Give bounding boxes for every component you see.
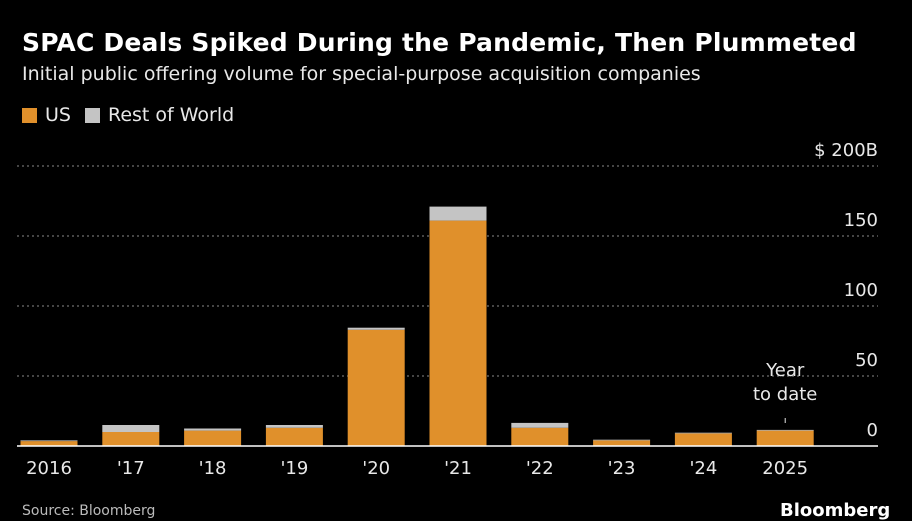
chart-subtitle: Initial public offering volume for speci… (22, 63, 701, 85)
x-tick-label: '17 (117, 458, 145, 479)
bar-us (347, 329, 405, 446)
y-tick-label: 0 (867, 420, 878, 441)
bar-rest-of-world (102, 425, 160, 432)
x-tick-label: '18 (199, 458, 227, 479)
x-tick-label: '24 (689, 458, 717, 479)
x-tick-label: '20 (362, 458, 390, 479)
bar-us (674, 433, 732, 446)
source-note: Source: Bloomberg (22, 503, 156, 519)
x-tick-label: '22 (526, 458, 554, 479)
bar-rest-of-world (756, 429, 814, 431)
y-tick-label: 100 (844, 280, 878, 301)
bar-rest-of-world (347, 327, 405, 330)
legend-swatch-us (22, 107, 37, 123)
x-tick-label: 2025 (762, 458, 808, 479)
bar-us (265, 427, 323, 446)
x-tick-label: 2016 (26, 458, 72, 479)
bar-rest-of-world (429, 206, 487, 221)
bar-rest-of-world (593, 439, 651, 441)
chart-title: SPAC Deals Spiked During the Pandemic, T… (22, 28, 857, 57)
bar-us (184, 430, 242, 446)
x-tick-label: '23 (608, 458, 636, 479)
bar-rest-of-world (511, 422, 569, 428)
y-tick-label: 50 (855, 350, 878, 371)
bar-us (20, 441, 78, 446)
x-tick-label: '21 (444, 458, 472, 479)
legend-label-us: US (45, 104, 71, 126)
x-tick-label: '19 (280, 458, 308, 479)
bar-rest-of-world (265, 425, 323, 428)
brand-logo: Bloomberg (780, 500, 891, 521)
bar-us (593, 440, 651, 446)
bar-rest-of-world (20, 440, 78, 442)
y-tick-label: 150 (844, 210, 878, 231)
annotation-text: to date (753, 384, 817, 405)
legend-item-rest-of-world: Rest of World (84, 104, 235, 126)
legend-swatch-rest-of-world (84, 107, 100, 123)
annotation-text: Year (765, 360, 805, 381)
legend-item-us: US (22, 104, 71, 126)
legend: US Rest of World (22, 104, 248, 126)
bar-us (756, 430, 814, 446)
legend-label-rest-of-world: Rest of World (107, 104, 235, 126)
bar-rest-of-world (184, 428, 242, 431)
bar-us (102, 432, 160, 446)
y-tick-label: $ 200B (814, 140, 878, 161)
bar-rest-of-world (674, 432, 732, 434)
bar-us (429, 220, 487, 446)
bar-us (511, 427, 569, 446)
